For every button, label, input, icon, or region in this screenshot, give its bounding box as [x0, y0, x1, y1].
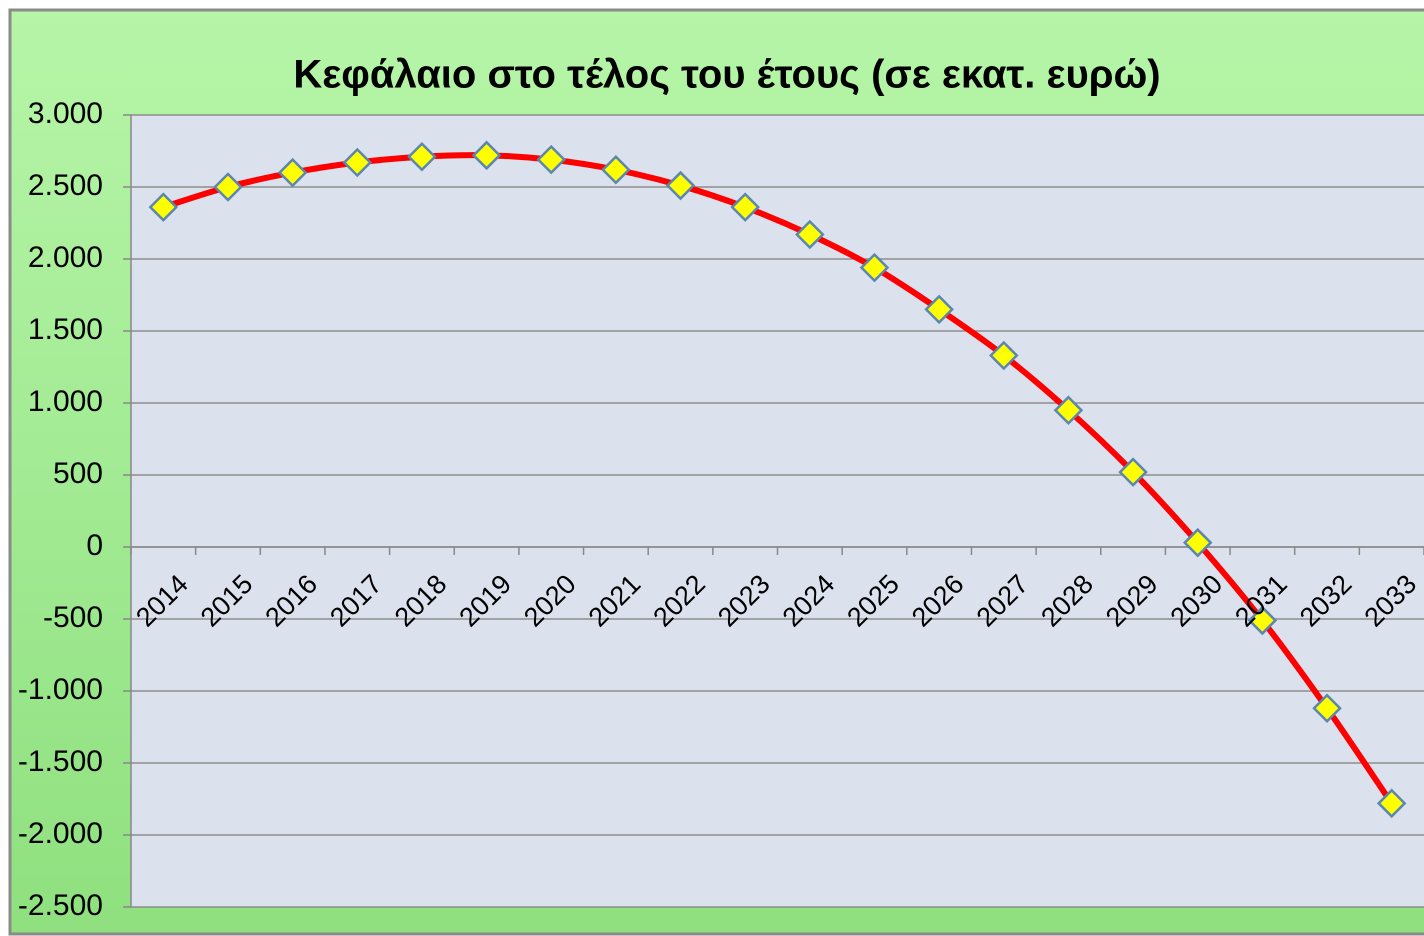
grid: [123, 114, 1424, 908]
y-tick-label: 3.000: [28, 97, 103, 130]
marker: [730, 192, 760, 222]
marker: [1182, 527, 1213, 558]
marker: [536, 144, 566, 175]
marks: [148, 140, 1407, 819]
marker: [213, 172, 243, 202]
marker: [989, 340, 1019, 371]
marker: [1053, 395, 1084, 425]
y-tick-label: 1.000: [28, 385, 103, 418]
y-tick-label: 500: [53, 457, 103, 490]
y-tick-label: 0: [86, 529, 103, 562]
marker: [277, 157, 308, 188]
marker: [795, 219, 825, 250]
y-tick-label: 1.500: [28, 313, 103, 346]
marker: [924, 294, 954, 325]
plot-area: [131, 115, 1424, 907]
marker: [342, 147, 373, 178]
marker: [1118, 457, 1148, 487]
y-tick-label: -1.000: [18, 673, 103, 706]
y-tick-label: -1.500: [18, 745, 103, 778]
y-tick-label: 2.500: [28, 169, 103, 202]
marker: [148, 192, 179, 222]
marker: [1312, 693, 1342, 724]
y-tick-label: -500: [43, 601, 103, 634]
marker: [471, 140, 502, 171]
y-tick-label: -2.500: [18, 889, 103, 922]
marker: [665, 170, 696, 201]
marker: [1247, 605, 1278, 636]
marker: [601, 154, 631, 185]
marker: [407, 141, 437, 172]
marker: [859, 252, 890, 283]
chart-title: Κεφάλαιο στο τέλος του έτους (σε εκατ. ε…: [293, 53, 1160, 97]
y-tick-label: 2.000: [28, 241, 103, 274]
marker: [1376, 788, 1407, 819]
y-tick-label: -2.000: [18, 817, 103, 850]
